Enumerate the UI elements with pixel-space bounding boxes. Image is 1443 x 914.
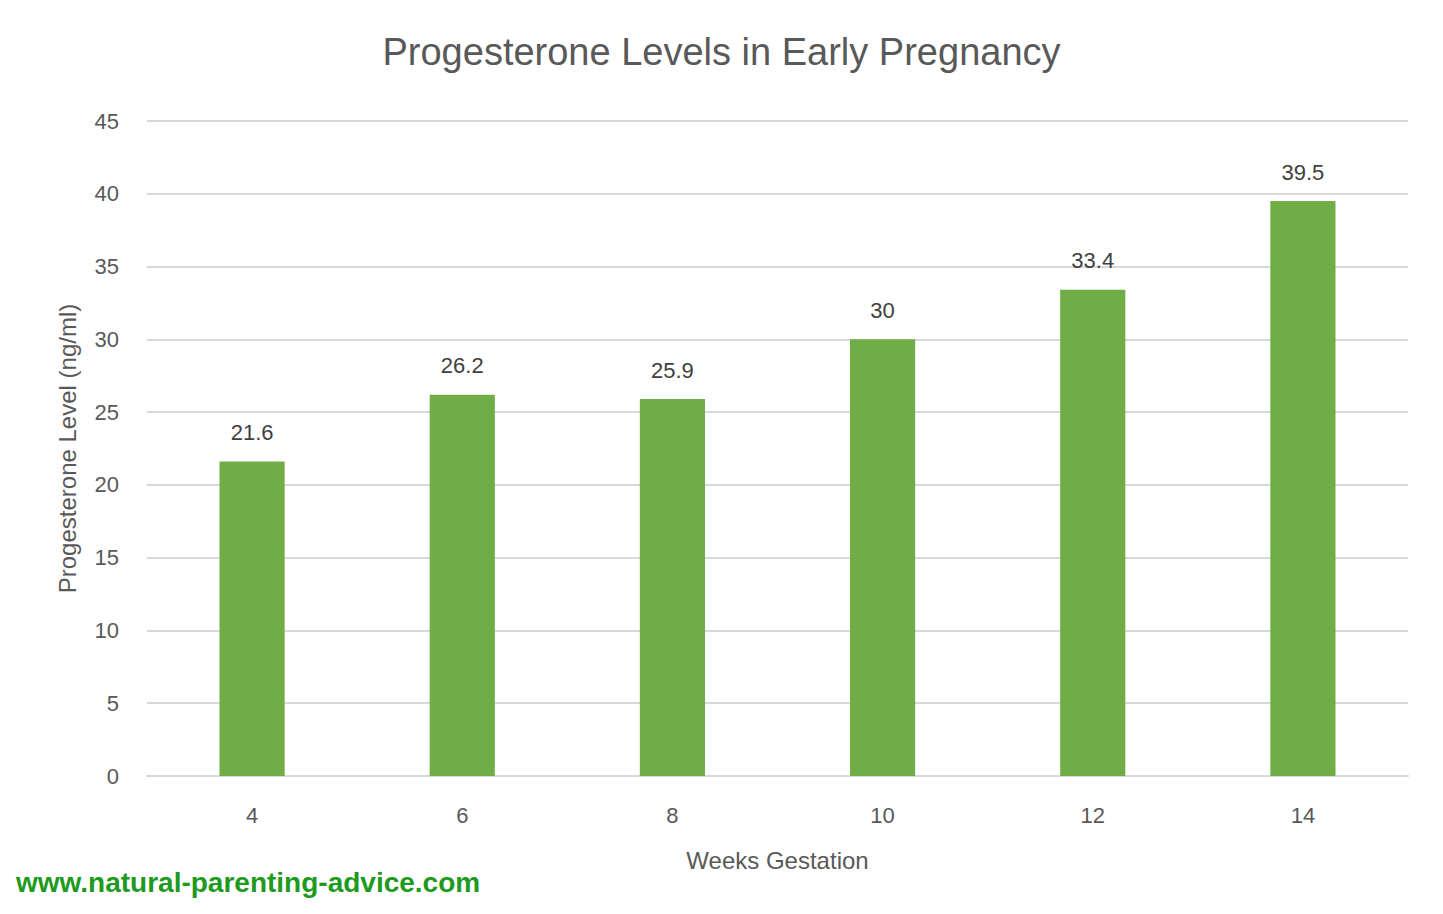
svg-text:10: 10 — [95, 618, 119, 643]
svg-text:26.2: 26.2 — [441, 353, 484, 378]
svg-text:Progesterone Level (ng/ml): Progesterone Level (ng/ml) — [54, 304, 81, 593]
svg-text:45: 45 — [95, 109, 119, 134]
svg-text:33.4: 33.4 — [1071, 248, 1114, 273]
svg-text:30: 30 — [870, 298, 894, 323]
svg-text:20: 20 — [95, 472, 119, 497]
svg-text:21.6: 21.6 — [231, 420, 274, 445]
svg-text:6: 6 — [456, 803, 468, 828]
svg-text:12: 12 — [1081, 803, 1105, 828]
svg-text:35: 35 — [95, 254, 119, 279]
svg-text:15: 15 — [95, 545, 119, 570]
svg-text:8: 8 — [666, 803, 678, 828]
svg-text:Weeks Gestation: Weeks Gestation — [686, 847, 868, 874]
svg-text:40: 40 — [95, 181, 119, 206]
svg-text:14: 14 — [1291, 803, 1315, 828]
svg-text:25: 25 — [95, 400, 119, 425]
svg-text:25.9: 25.9 — [651, 358, 694, 383]
svg-text:39.5: 39.5 — [1282, 160, 1325, 185]
svg-text:5: 5 — [107, 691, 119, 716]
svg-text:www.natural-parenting-advice.c: www.natural-parenting-advice.com — [15, 867, 480, 898]
svg-text:0: 0 — [107, 764, 119, 789]
svg-text:Progesterone Levels in Early P: Progesterone Levels in Early Pregnancy — [382, 31, 1060, 73]
svg-text:30: 30 — [95, 327, 119, 352]
svg-text:10: 10 — [870, 803, 894, 828]
svg-text:4: 4 — [246, 803, 258, 828]
